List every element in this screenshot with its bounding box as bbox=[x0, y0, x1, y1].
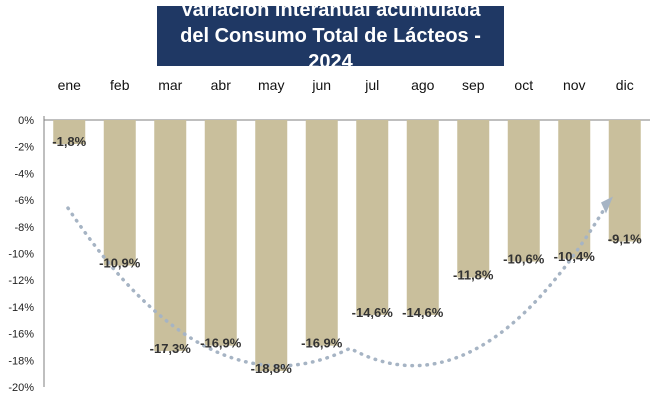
chart-title-line-1: Variación interanual acumulada bbox=[180, 0, 481, 21]
y-tick-label: -10% bbox=[8, 249, 34, 261]
data-label: -14,6% bbox=[352, 305, 394, 320]
data-label: -11,8% bbox=[453, 268, 494, 283]
bar bbox=[204, 120, 237, 346]
y-tick-label: -6% bbox=[14, 195, 34, 207]
data-label: -10,4% bbox=[554, 249, 596, 264]
x-tick-label: oct bbox=[514, 77, 533, 93]
x-tick-label: abr bbox=[211, 77, 232, 93]
y-tick-label: -18% bbox=[8, 355, 34, 367]
y-tick-label: 0% bbox=[18, 115, 34, 127]
bar bbox=[255, 120, 288, 371]
data-label: -9,1% bbox=[608, 231, 642, 246]
data-label: -14,6% bbox=[402, 305, 444, 320]
data-label: -16,9% bbox=[200, 336, 242, 351]
x-tick-label: jul bbox=[364, 77, 379, 93]
bar bbox=[103, 120, 136, 266]
x-tick-label: mar bbox=[158, 77, 182, 93]
data-label: -10,6% bbox=[503, 252, 545, 267]
x-tick-label: sep bbox=[462, 77, 485, 93]
bar bbox=[608, 120, 641, 242]
bar bbox=[305, 120, 338, 346]
bar bbox=[507, 120, 540, 262]
chart-title-line-2: del Consumo Total de Lácteos - 2024 bbox=[180, 25, 481, 73]
x-tick-label: nov bbox=[563, 77, 586, 93]
bar bbox=[53, 120, 86, 145]
y-tick-label: -4% bbox=[14, 168, 34, 180]
x-tick-label: feb bbox=[110, 77, 130, 93]
x-tick-label: ene bbox=[58, 77, 82, 93]
trend-arrow-line bbox=[66, 206, 606, 368]
data-label: -17,3% bbox=[150, 341, 192, 356]
bar bbox=[356, 120, 389, 315]
x-tick-label: jun bbox=[311, 77, 331, 93]
y-tick-label: -14% bbox=[8, 302, 34, 314]
data-label: -1,8% bbox=[52, 134, 86, 149]
bar bbox=[406, 120, 439, 315]
bar bbox=[154, 120, 187, 351]
x-tick-label: ago bbox=[411, 77, 435, 93]
y-tick-label: -20% bbox=[8, 382, 34, 394]
bar bbox=[457, 120, 490, 278]
y-tick-label: -12% bbox=[8, 275, 34, 287]
x-tick-label: dic bbox=[616, 77, 634, 93]
chart-title: Variación interanual acumulada del Consu… bbox=[157, 0, 504, 73]
trend-arrow-head bbox=[601, 196, 613, 214]
data-label: -16,9% bbox=[301, 336, 343, 351]
x-tick-label: may bbox=[258, 77, 284, 93]
y-tick-label: -16% bbox=[8, 329, 34, 341]
bar bbox=[558, 120, 591, 259]
data-label: -18,8% bbox=[251, 361, 293, 376]
y-tick-label: -8% bbox=[14, 222, 34, 234]
data-label: -10,9% bbox=[99, 256, 141, 271]
y-tick-label: -2% bbox=[14, 142, 34, 154]
